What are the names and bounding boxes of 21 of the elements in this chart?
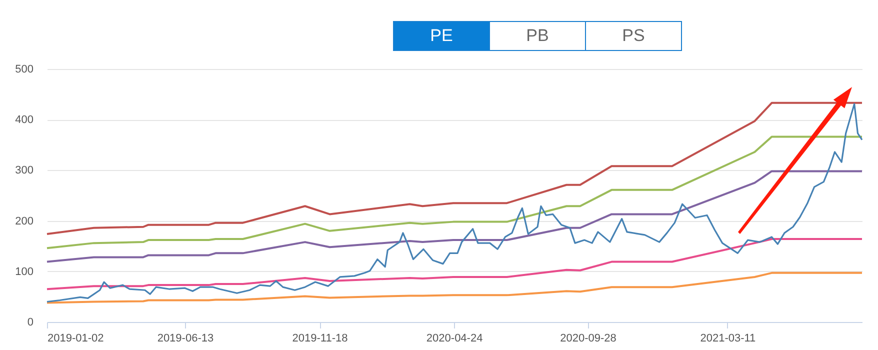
y-tick-label: 300 — [15, 164, 34, 177]
x-tick-label: 2020-04-24 — [426, 332, 483, 344]
x-tick-label: 2021-03-11 — [700, 332, 756, 344]
x-tick-label: 2019-06-13 — [157, 332, 214, 344]
line-series — [46, 136, 863, 250]
x-tick-label: 2020-09-28 — [560, 332, 616, 344]
y-tick-label: 100 — [15, 266, 34, 278]
y-tick-label: 200 — [15, 215, 34, 228]
line-series — [46, 238, 863, 290]
y-tick-label: 500 — [15, 64, 34, 76]
x-tick-label: 2019-11-18 — [292, 332, 348, 344]
x-tick-label: 2019-01-02 — [48, 332, 104, 344]
line-series — [46, 170, 863, 263]
text: PE — [394, 22, 489, 50]
y-tick-label: 400 — [15, 114, 34, 126]
line-series — [46, 103, 863, 303]
line-series — [46, 272, 863, 304]
text: PS — [585, 22, 681, 50]
y-tick-label: 0 — [27, 316, 34, 328]
line-series — [46, 102, 863, 235]
text: PB — [489, 22, 585, 50]
